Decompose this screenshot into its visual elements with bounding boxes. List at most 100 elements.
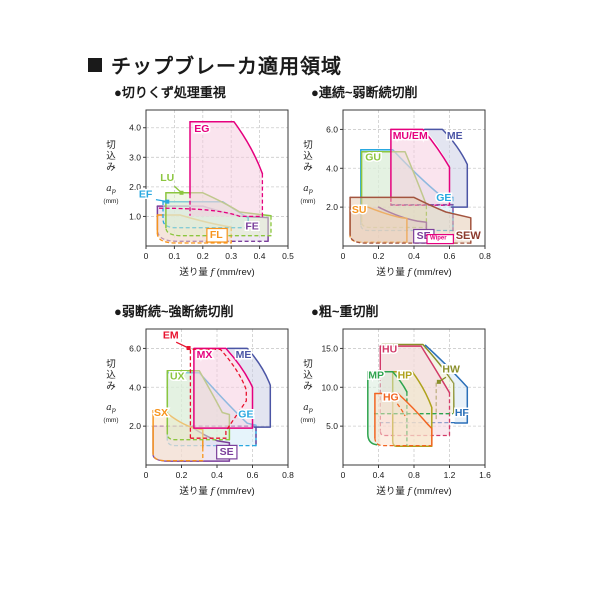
svg-text:2.0: 2.0 — [129, 421, 141, 431]
region-label-SU: SU — [352, 204, 367, 216]
chart-subtitle: ●粗~重切削 — [311, 304, 379, 319]
region-label-ME: ME — [447, 130, 463, 142]
svg-text:ap: ap — [106, 403, 116, 414]
region-MU/EM — [390, 128, 451, 206]
svg-text:15.0: 15.0 — [321, 343, 338, 353]
y-axis-title: 切込み ap (mm) — [300, 359, 315, 424]
svg-text:込: 込 — [106, 370, 116, 381]
svg-text:み: み — [303, 381, 313, 392]
region-label-MU/EM: MU/EM — [393, 130, 428, 142]
region-label-HG: HG — [383, 391, 399, 403]
chart-chip-control: ●切りくず処理重視 0 0.1 0.2 0.3 0.4 0.5 1.0 2.0 3.0 4.0 送り… — [100, 82, 305, 280]
svg-text:0.6: 0.6 — [247, 470, 259, 480]
page-title-text: チップブレーカ適用領域 — [111, 56, 342, 78]
region-label-UX: UX — [170, 371, 185, 383]
chart-svg-2: 0 0.2 0.4 0.6 0.8 2.0 4.0 6.0 送り量 f (mm/rev) 切込みa… — [103, 328, 294, 497]
svg-text:(mm): (mm) — [300, 198, 315, 205]
chart-svg-3: 0 0.4 0.8 1.2 1.6 5.0 10.0 15.0 送り量 f (mm/rev) 切込… — [300, 328, 491, 497]
region-label-GE: GE — [238, 408, 253, 420]
region-label-Wiper: Wiper — [430, 236, 447, 242]
chart-subtitle: ●弱断続~強断続切削 — [114, 304, 234, 319]
axes: 0 0.2 0.4 0.6 0.8 2.0 4.0 6.0 — [326, 124, 491, 261]
svg-text:0.2: 0.2 — [176, 470, 188, 480]
region-label-HU: HU — [382, 343, 397, 355]
svg-text:0.5: 0.5 — [282, 251, 294, 261]
chart-interrupted-cutting: ●弱断続~強断続切削 0 0.2 0.4 0.6 0.8 2.0 4.0 6.0 送り量 f (… — [100, 301, 305, 499]
chart-canvas-interrupted-cutting: 0 0.2 0.4 0.6 0.8 2.0 4.0 6.0 送り量 f (mm/rev) 切込み a… — [100, 321, 305, 499]
svg-text:2.0: 2.0 — [326, 202, 338, 212]
svg-text:込: 込 — [303, 151, 313, 162]
svg-text:切: 切 — [303, 359, 313, 370]
region-ME — [226, 347, 272, 428]
region-MX — [193, 347, 254, 429]
region-label-GU: GU — [365, 152, 381, 164]
page-title: チップブレーカ適用領域 — [88, 50, 342, 79]
y-axis-title: 切込み ap (mm) — [103, 140, 118, 205]
svg-text:0.6: 0.6 — [444, 251, 456, 261]
svg-text:0.1: 0.1 — [168, 251, 180, 261]
svg-text:(mm): (mm) — [300, 417, 315, 424]
chart-continuous-cutting: ●連続~弱断続切削 0 0.2 0.4 0.6 0.8 2.0 4.0 6.0 送り量 f (m… — [297, 82, 502, 280]
svg-text:ap: ap — [303, 184, 313, 195]
x-axis-title: 送り量 f (mm/rev) — [376, 266, 451, 278]
chart-canvas-chip-control: 0 0.1 0.2 0.3 0.4 0.5 1.0 2.0 3.0 4.0 送り量 f (mm/re… — [100, 102, 305, 280]
svg-text:込: 込 — [303, 370, 313, 381]
svg-text:み: み — [106, 162, 116, 173]
svg-text:0.8: 0.8 — [408, 470, 420, 480]
region-label-HP: HP — [398, 370, 413, 382]
region-EG — [157, 121, 264, 218]
svg-text:2.0: 2.0 — [129, 182, 141, 192]
svg-text:3.0: 3.0 — [129, 152, 141, 162]
svg-text:0.3: 0.3 — [225, 251, 237, 261]
svg-text:4.0: 4.0 — [326, 163, 338, 173]
svg-text:4.0: 4.0 — [129, 123, 141, 133]
region-label-MP: MP — [368, 370, 384, 382]
region-label-HF: HF — [455, 407, 470, 419]
svg-text:切: 切 — [106, 359, 116, 370]
region-SEW — [349, 196, 472, 244]
chart-subtitle: ●連続~弱断続切削 — [311, 85, 418, 100]
region-label-SE: SE — [220, 446, 234, 458]
region-label-HW: HW — [442, 364, 460, 376]
svg-text:6.0: 6.0 — [326, 124, 338, 134]
plot-frame — [145, 109, 289, 247]
svg-text:み: み — [106, 381, 116, 392]
title-square-icon — [88, 57, 102, 72]
region-EM — [189, 348, 247, 439]
chart-subtitle: ●切りくず処理重視 — [114, 85, 226, 100]
region-label-SX: SX — [154, 407, 168, 419]
svg-text:0: 0 — [144, 251, 149, 261]
chart-canvas-continuous-cutting: 0 0.2 0.4 0.6 0.8 2.0 4.0 6.0 送り量 f (mm/rev) 切込み a… — [297, 102, 502, 280]
region-label-EF: EF — [139, 189, 153, 201]
x-axis-title: 送り量 f (mm/rev) — [179, 266, 254, 278]
region-label-EG: EG — [194, 123, 209, 135]
chart-heavy-cutting: ●粗~重切削 0 0.4 0.8 1.2 1.6 5.0 10.0 15.0 送り量 f (mm… — [297, 301, 502, 499]
svg-text:み: み — [303, 162, 313, 173]
chart-svg-1: 0 0.2 0.4 0.6 0.8 2.0 4.0 6.0 送り量 f (mm/rev) 切込みa… — [300, 109, 491, 278]
svg-text:6.0: 6.0 — [129, 343, 141, 353]
svg-text:0: 0 — [144, 470, 149, 480]
svg-text:0.4: 0.4 — [254, 251, 266, 261]
axes: 0 0.1 0.2 0.3 0.4 0.5 1.0 2.0 3.0 4.0 — [129, 123, 294, 261]
region-label-EM: EM — [163, 329, 179, 341]
svg-text:0.8: 0.8 — [479, 251, 491, 261]
region-HG — [374, 392, 433, 447]
axes: 0 0.4 0.8 1.2 1.6 5.0 10.0 15.0 — [321, 343, 491, 480]
svg-text:10.0: 10.0 — [321, 382, 338, 392]
svg-text:0.4: 0.4 — [408, 251, 420, 261]
x-axis-title: 送り量 f (mm/rev) — [376, 485, 451, 497]
svg-text:(mm): (mm) — [103, 417, 118, 424]
region-label-ME: ME — [236, 349, 252, 361]
svg-text:切: 切 — [303, 140, 313, 151]
y-axis-title: 切込み ap (mm) — [300, 140, 315, 205]
svg-text:5.0: 5.0 — [326, 421, 338, 431]
svg-text:0.2: 0.2 — [373, 251, 385, 261]
region-label-GE: GE — [436, 192, 451, 204]
svg-text:0: 0 — [341, 470, 346, 480]
y-axis-title: 切込み ap (mm) — [103, 359, 118, 424]
region-label-LU: LU — [160, 172, 174, 184]
svg-text:1.6: 1.6 — [479, 470, 491, 480]
svg-text:込: 込 — [106, 151, 116, 162]
chart-canvas-heavy-cutting: 0 0.4 0.8 1.2 1.6 5.0 10.0 15.0 送り量 f (mm/rev) 切込… — [297, 321, 502, 499]
region-label-FE: FE — [245, 221, 258, 233]
